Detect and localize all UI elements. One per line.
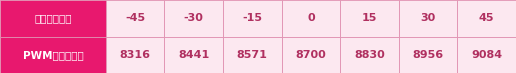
Bar [282, 0, 340, 36]
Bar [457, 36, 516, 73]
Bar [106, 0, 165, 36]
Text: 45: 45 [479, 13, 494, 23]
Text: 30: 30 [421, 13, 436, 23]
Bar [106, 36, 165, 73]
Text: 8700: 8700 [296, 50, 326, 60]
Bar [340, 36, 399, 73]
Text: 舵机转角／度: 舵机转角／度 [34, 13, 72, 23]
Bar [399, 36, 457, 73]
Text: 15: 15 [362, 13, 377, 23]
Text: -45: -45 [125, 13, 145, 23]
Text: 8956: 8956 [412, 50, 444, 60]
Text: 9084: 9084 [471, 50, 502, 60]
Text: PWM信号／微秒: PWM信号／微秒 [23, 50, 83, 60]
Text: -30: -30 [184, 13, 204, 23]
Bar [0, 36, 106, 73]
Text: 8441: 8441 [178, 50, 209, 60]
Bar [457, 0, 516, 36]
Bar [399, 0, 457, 36]
Bar [165, 0, 223, 36]
Bar [165, 36, 223, 73]
Text: 8571: 8571 [237, 50, 268, 60]
Text: -15: -15 [243, 13, 262, 23]
Bar [223, 0, 282, 36]
Bar [0, 0, 106, 36]
Text: 8316: 8316 [120, 50, 151, 60]
Bar [282, 36, 340, 73]
Bar [340, 0, 399, 36]
Bar [223, 36, 282, 73]
Text: 8830: 8830 [354, 50, 385, 60]
Text: 0: 0 [307, 13, 315, 23]
